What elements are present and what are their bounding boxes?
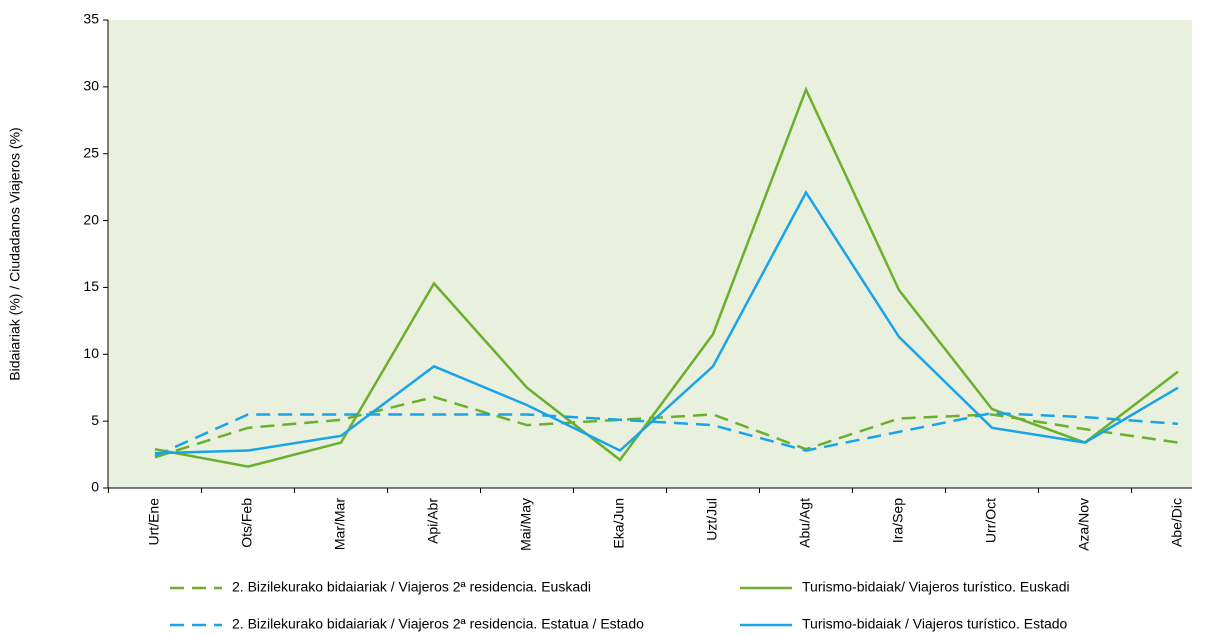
series-line [154, 190, 1179, 455]
x-tick-label: Abu/Agt [797, 498, 813, 548]
x-tick-label: Urt/Ene [146, 498, 162, 546]
x-tick-label: Mai/May [518, 498, 534, 551]
y-tick-label: 30 [83, 78, 99, 94]
x-tick-label: Eka/Jun [611, 498, 627, 549]
legend-label: 2. Bizilekurako bidaiariak / Viajeros 2ª… [232, 579, 591, 595]
y-axis-label: Bidaiariak (%) / Ciudadanos Viajeros (%) [7, 127, 23, 380]
legend-label: Turismo-bidaiak / Viajeros turístico. Es… [802, 616, 1068, 632]
y-tick-label: 5 [91, 412, 99, 428]
x-tick-label: Abe/Dic [1169, 498, 1185, 547]
x-tick-label: Ots/Feb [239, 498, 255, 548]
x-tick-label: Mar/Mar [332, 498, 348, 550]
y-tick-label: 35 [83, 11, 99, 27]
plot-area [108, 20, 1192, 488]
y-tick-label: 0 [91, 479, 99, 495]
series-line [154, 411, 1179, 458]
x-tick-label: Api/Abr [425, 498, 441, 544]
y-tick-label: 20 [83, 211, 99, 227]
legend-label: Turismo-bidaiak/ Viajeros turístico. Eus… [802, 579, 1070, 595]
y-tick-label: 10 [83, 345, 99, 361]
x-tick-label: Aza/Nov [1076, 498, 1092, 551]
legend-label: 2. Bizilekurako bidaiariak / Viajeros 2ª… [232, 616, 644, 632]
y-tick-label: 25 [83, 144, 99, 160]
x-tick-label: Uzt/Jul [704, 498, 720, 541]
x-tick-label: Urr/Oct [983, 498, 999, 543]
y-tick-label: 15 [83, 278, 99, 294]
x-tick-label: Ira/Sep [890, 498, 906, 543]
